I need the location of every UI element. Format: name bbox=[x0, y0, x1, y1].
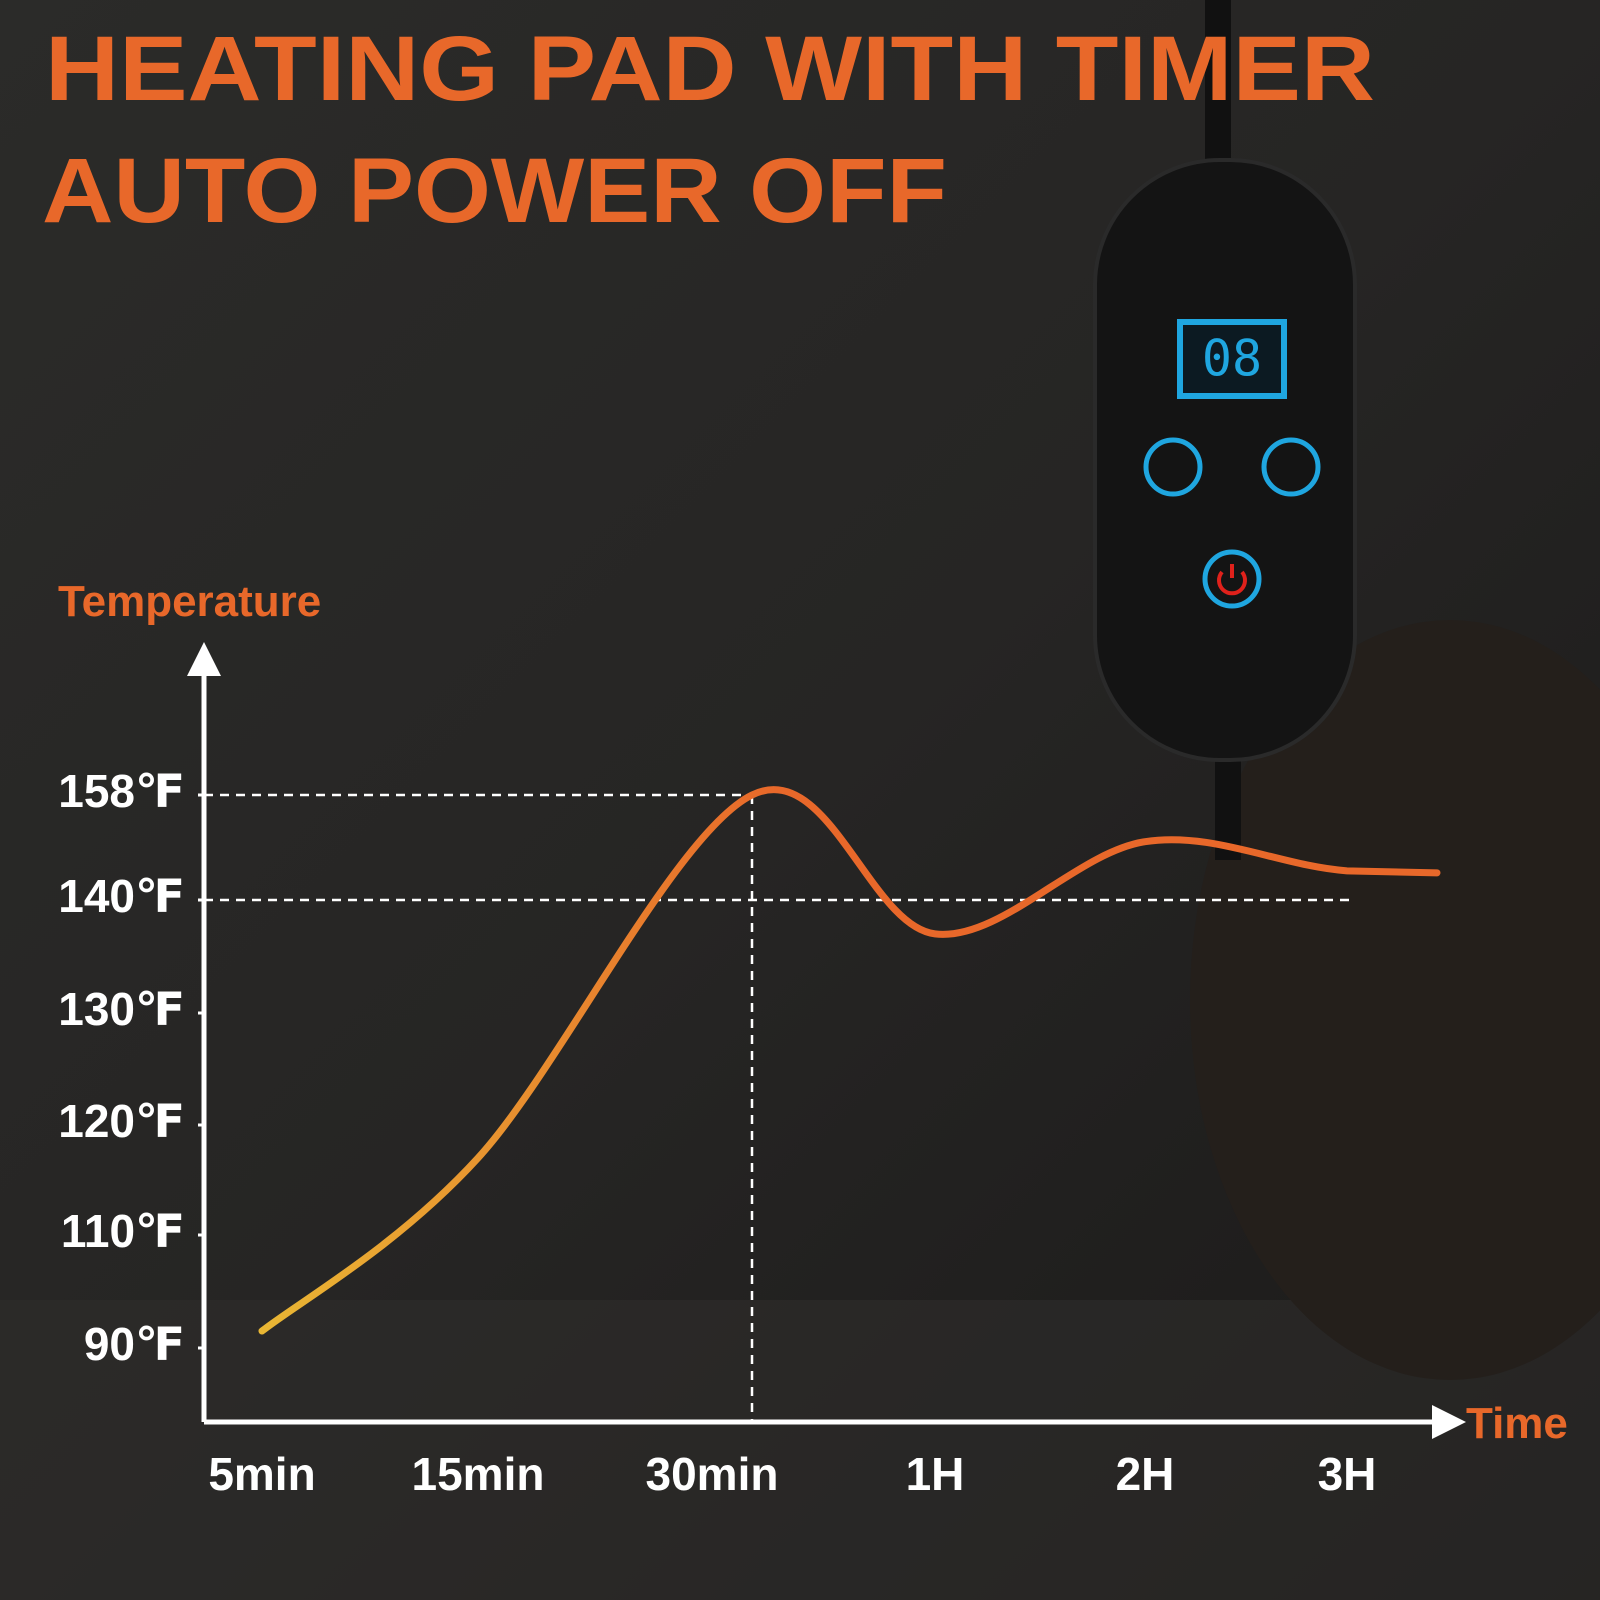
x-tick-label: 3H bbox=[1318, 1448, 1377, 1500]
y-tick-label: 158℉ bbox=[58, 765, 185, 817]
x-tick-label: 15min bbox=[412, 1448, 545, 1500]
power-button[interactable] bbox=[1202, 549, 1262, 609]
y-tick-label: 140℉ bbox=[58, 870, 185, 922]
title: HEATING PAD WITH TIMER bbox=[45, 18, 1375, 120]
y-tick-label: 110℉ bbox=[61, 1205, 185, 1257]
temperature-button[interactable] bbox=[1143, 437, 1203, 497]
y-tick-label: 90℉ bbox=[84, 1318, 185, 1370]
y-arrow bbox=[187, 642, 221, 676]
cable bbox=[1205, 0, 1231, 170]
x-arrow bbox=[1432, 1405, 1466, 1439]
y-axis-label: Temperature bbox=[58, 577, 321, 626]
x-tick-label: 5min bbox=[208, 1448, 315, 1500]
x-tick-label: 30min bbox=[646, 1448, 779, 1500]
x-tick-label: 2H bbox=[1116, 1448, 1175, 1500]
temperature-curve bbox=[258, 786, 1441, 1335]
controller: 08 bbox=[1093, 0, 1357, 860]
dog-silhouette bbox=[1190, 620, 1600, 1380]
x-tick-label: 1H bbox=[906, 1448, 965, 1500]
subtitle: AUTO POWER OFF bbox=[42, 140, 947, 242]
y-tick-label: 130℉ bbox=[58, 983, 185, 1035]
rug bbox=[0, 1300, 1600, 1600]
x-axis-label: Time bbox=[1466, 1399, 1568, 1448]
axes bbox=[187, 642, 1466, 1439]
timer-button[interactable] bbox=[1261, 437, 1321, 497]
controller-body bbox=[1093, 158, 1357, 762]
power-icon bbox=[1217, 564, 1247, 596]
y-tick-label: 120℉ bbox=[58, 1095, 185, 1147]
display-value: 08 bbox=[1202, 330, 1262, 388]
display bbox=[1177, 319, 1287, 399]
